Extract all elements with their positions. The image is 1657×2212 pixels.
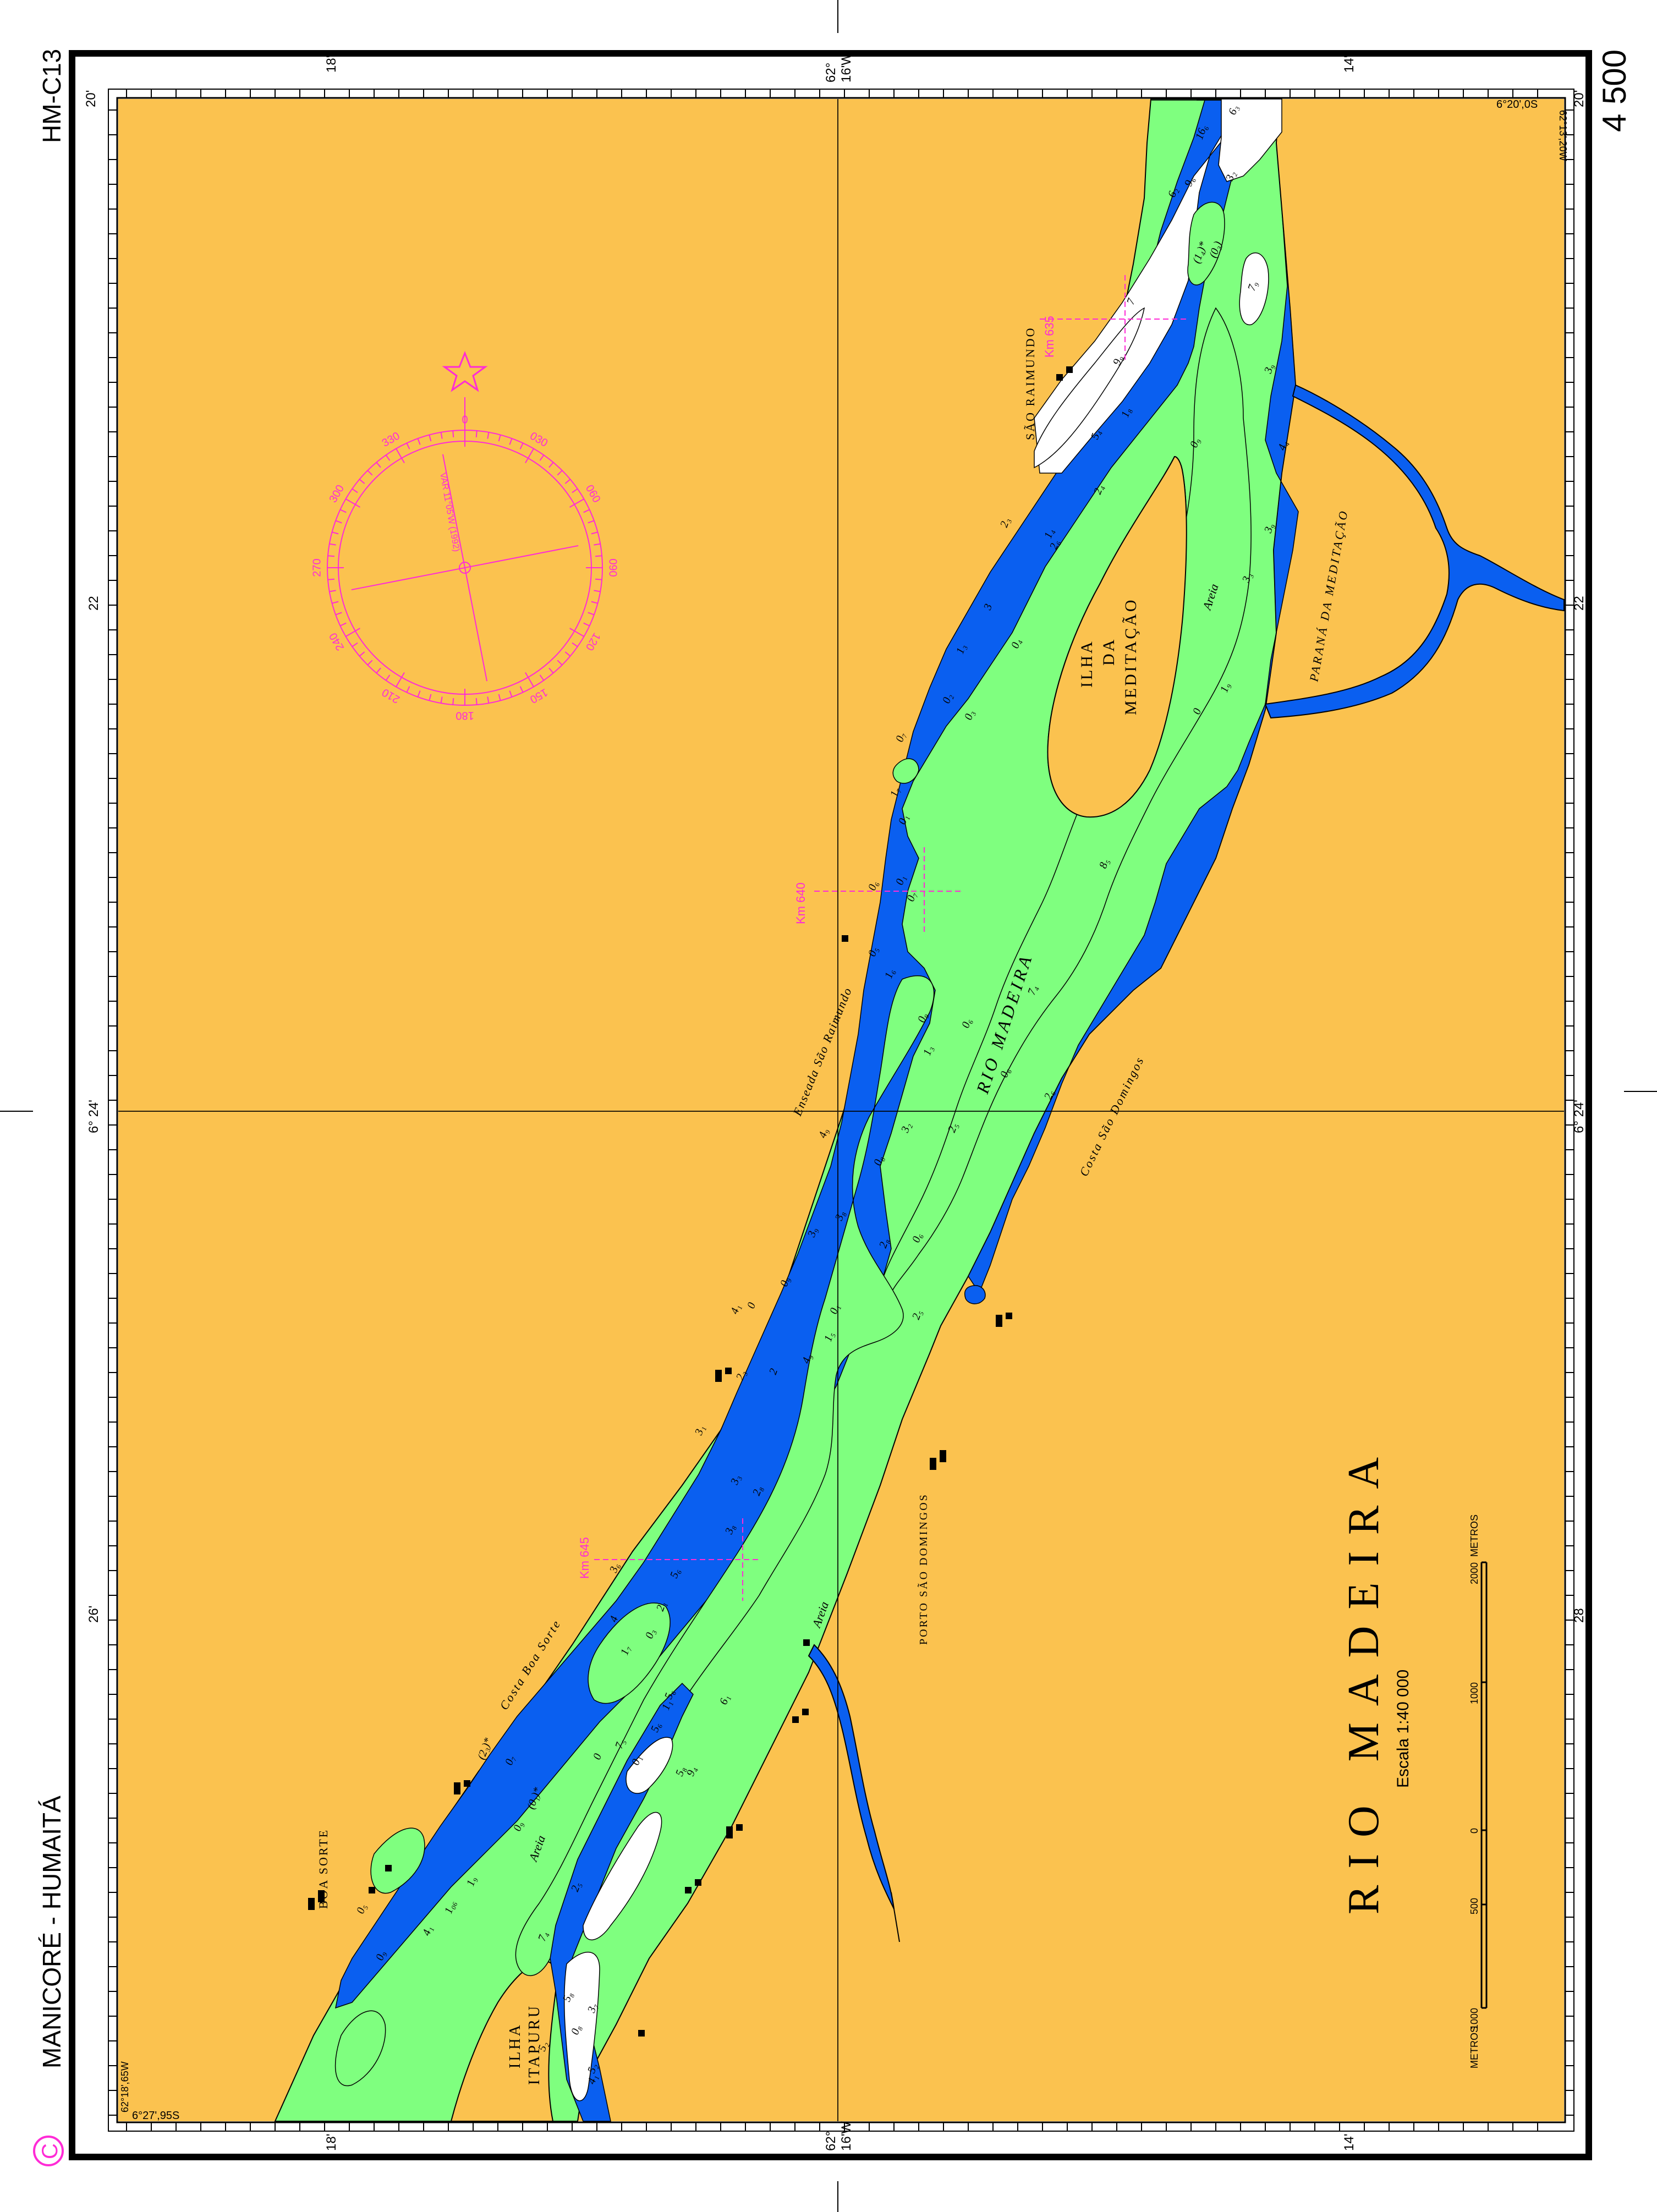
structure-symbol <box>1066 366 1073 373</box>
building-symbols <box>308 366 1073 2037</box>
structure-symbol <box>318 1890 325 1897</box>
compass-rose <box>327 350 603 706</box>
structure-symbol <box>685 1887 692 1893</box>
structure-symbol <box>940 1456 946 1462</box>
structure-symbol <box>726 1826 733 1833</box>
structure-symbol <box>930 1458 936 1464</box>
river-deep-channel <box>335 100 1299 2009</box>
structure-symbol <box>308 1898 315 1904</box>
structure-symbol <box>726 1832 733 1838</box>
border-ticks <box>108 89 1574 2131</box>
structure-symbol <box>1056 374 1063 381</box>
structure-symbol <box>454 1782 460 1789</box>
km-marks <box>594 275 1188 1601</box>
structure-symbol <box>803 1639 810 1646</box>
structure-symbol <box>1006 1313 1012 1319</box>
structure-symbol <box>318 1896 325 1902</box>
structure-symbol <box>464 1780 470 1787</box>
parana-da-meditacao <box>1264 384 1565 719</box>
land-area <box>118 99 1564 2121</box>
structure-symbol <box>802 1709 809 1715</box>
outer-frame <box>69 50 1592 2160</box>
structure-symbol <box>715 1375 722 1382</box>
structure-symbol <box>638 2030 645 2037</box>
graticule-lines <box>118 99 1564 2121</box>
structure-symbol <box>792 1716 799 1723</box>
structure-symbol <box>940 1450 946 1457</box>
neat-line <box>116 97 1566 2123</box>
structure-symbol <box>385 1865 392 1871</box>
scale-bar <box>1480 1561 1488 2009</box>
structure-symbol <box>454 1788 460 1794</box>
structure-symbol <box>736 1824 743 1831</box>
structure-symbol <box>695 1879 701 1886</box>
structure-symbol <box>930 1463 936 1470</box>
structure-symbol <box>308 1903 315 1910</box>
structure-symbol <box>996 1320 1002 1327</box>
structure-symbol <box>725 1368 732 1374</box>
structure-symbol <box>996 1315 1002 1321</box>
structure-symbol <box>369 1887 375 1893</box>
structure-symbol <box>715 1370 722 1376</box>
structure-symbol <box>842 935 848 942</box>
